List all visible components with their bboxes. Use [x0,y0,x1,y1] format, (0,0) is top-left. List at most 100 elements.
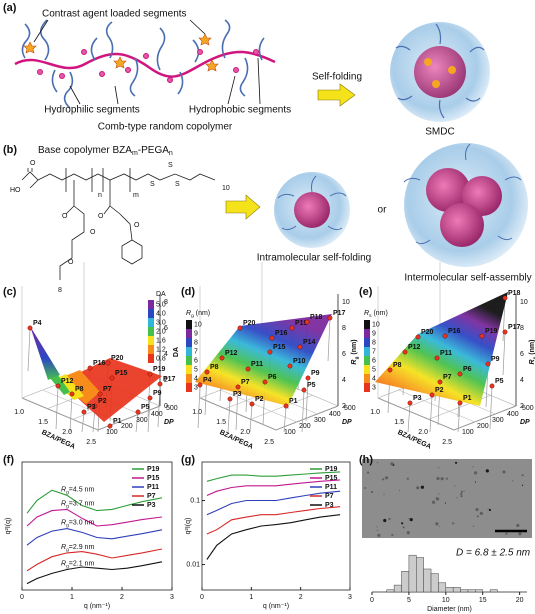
colorbar-swatch [186,338,192,347]
point-label: P6 [268,374,277,381]
particle [452,522,455,525]
particle [502,470,506,474]
bar [489,589,498,593]
point-label: P6 [463,366,472,373]
annotation: Rg=2.1 nm [61,560,94,569]
y-tick-label: 400 [151,411,163,418]
pin [197,385,201,429]
label-text: =3.7 nm [69,500,95,507]
particle [382,478,385,481]
data-point [157,381,163,387]
data-point [92,403,98,409]
point-label: P4 [203,377,212,384]
colorbar-swatch [148,300,154,309]
data-point [237,325,243,331]
x-tick-label: 0 [370,597,374,604]
point-label: P8 [75,386,84,393]
point-label: P15 [273,344,286,351]
colorbar-tick-label: 3 [194,384,198,391]
panel-label: (h) [359,454,373,466]
label-text: (nm) [194,310,210,317]
particle [438,467,440,469]
legend-label: P19 [325,466,338,473]
bar [393,584,402,593]
y-tick-label: 0.01 [186,561,200,568]
point-label: P3 [413,395,422,402]
axis-title: DP [164,419,174,426]
data-point [105,360,111,366]
point-label: P19 [485,328,498,335]
data-point [457,400,463,406]
grid-line [21,397,99,431]
point-label: P17 [163,376,176,383]
bar [401,571,410,593]
legend-label: P11 [147,484,159,491]
particle [376,526,378,528]
data-point [297,344,303,350]
data-point [69,391,75,397]
colorbar-tick-label: 3 [372,384,376,391]
point-label: P9 [153,390,162,397]
point-label: P1 [289,398,298,405]
z-tick-label: 2 [520,403,524,410]
grid-line [220,389,297,423]
symbol: R [61,519,66,526]
particle [521,474,524,477]
label-text: -PEGA [138,145,169,156]
particle [402,526,405,529]
point-label: P5 [495,378,504,385]
colorbar-swatch [148,336,154,345]
point-label: P20 [111,355,124,362]
annotation: Hydrophilic segments [44,105,140,116]
y-tick-label: 200 [121,423,133,430]
point-label: P8 [393,362,402,369]
particle [479,511,483,515]
z-tick-label: 4 [342,377,346,384]
point-label: P4 [33,320,42,327]
point-label: P20 [421,329,434,336]
grid-line [398,389,475,423]
x-tick-label: 1.5 [394,419,404,426]
colorbar-swatch [186,365,192,374]
legend-label: P3 [147,502,156,509]
x-tick-label: 1.5 [38,419,48,426]
y-tick-label: 100 [106,429,118,436]
x-tick-label: 2.5 [264,439,274,446]
y-tick-label: 100 [462,429,474,436]
point-label: P16 [93,360,106,367]
colorbar-title: Rg (nm) [186,310,210,319]
subscript: g [66,504,69,509]
data-point [437,379,443,385]
particle [445,477,448,480]
colorbar-tick-label: 1.2 [156,346,166,353]
subscript: g [191,314,194,319]
legend-label: P7 [147,493,156,500]
x-tick-label: 1.0 [14,409,24,416]
atom-label: O [90,229,96,236]
z-tick-label: 6 [164,325,168,332]
subscript: n [169,150,173,157]
data-point [269,335,275,341]
data-point [227,396,233,402]
pin [227,399,231,433]
pin [283,406,287,433]
grid-line [275,405,339,431]
colorbar-swatch [186,320,192,329]
y-tick-label: 500 [522,405,534,412]
data-point [262,379,268,385]
particle [370,490,374,494]
y-tick-label: 500 [166,405,178,412]
panel-label: (g) [181,454,195,466]
data-point [107,423,113,429]
surface [30,326,60,380]
x-tick-label: 15 [479,597,487,604]
y-tick-label: 100 [284,429,296,436]
point-label: P1 [113,418,122,425]
data-line [206,506,341,535]
data-line [26,489,163,514]
data-point [434,355,440,361]
pin [489,386,493,430]
colorbar-tick-label: 4 [194,375,198,382]
particle [376,461,379,464]
label-text: =2.1 nm [69,560,95,567]
